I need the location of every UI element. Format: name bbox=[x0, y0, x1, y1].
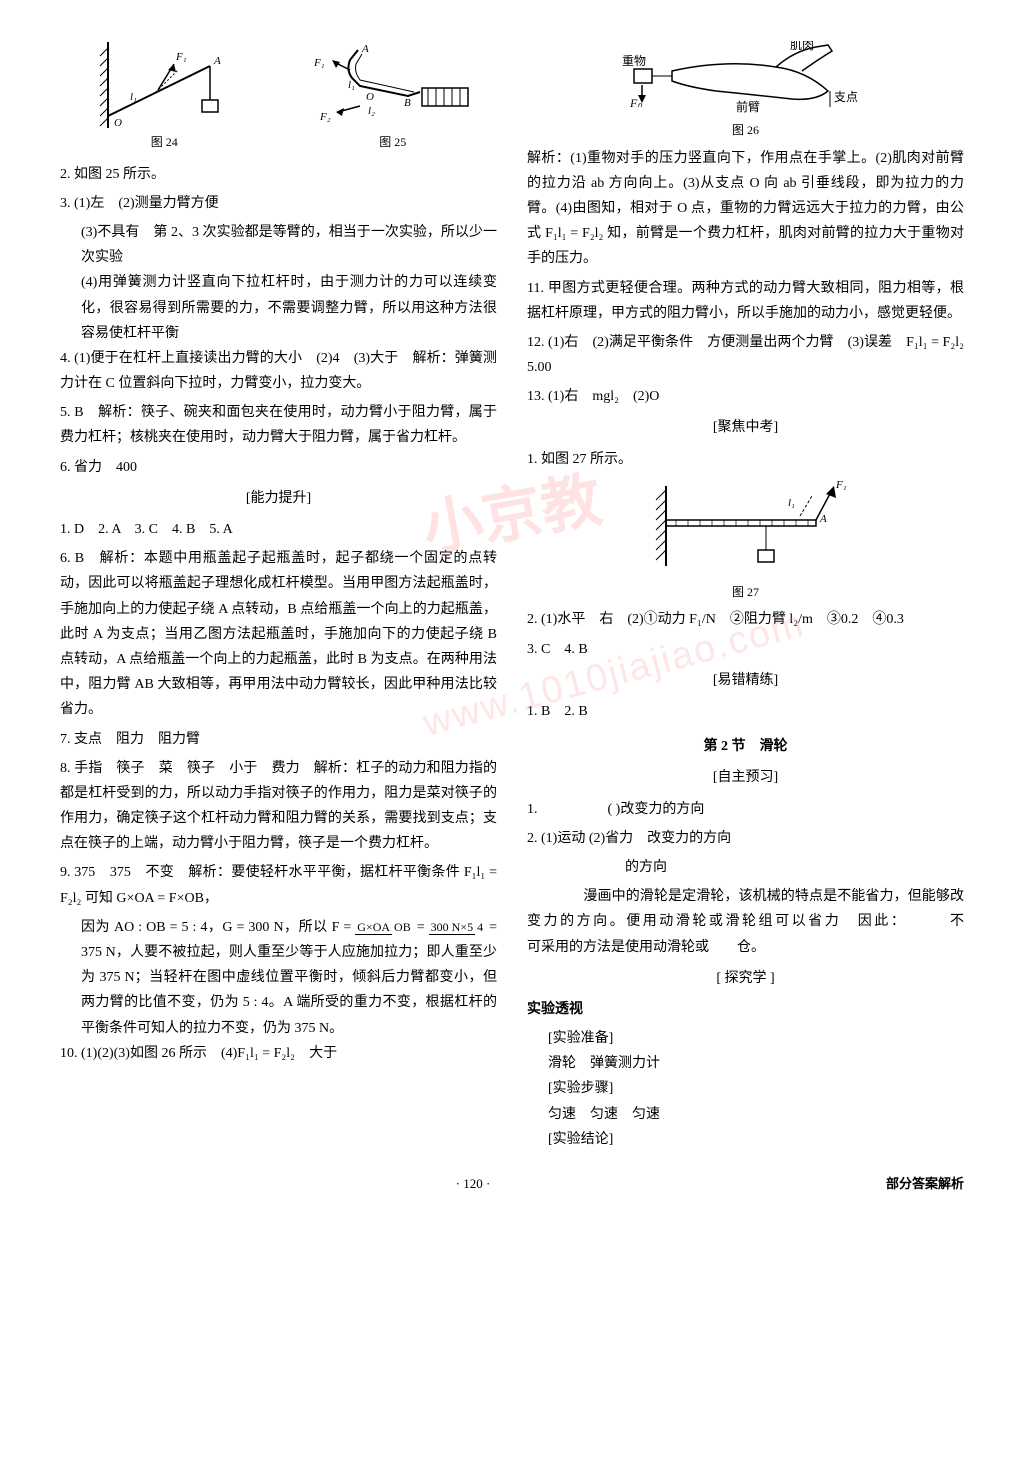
section-ability: [能力提升] bbox=[60, 486, 497, 511]
item-d3: 的方向 bbox=[527, 855, 964, 880]
item-6: 6. 省力 400 bbox=[60, 455, 497, 480]
exp1: [实验准备] bbox=[527, 1026, 964, 1051]
fig24-diagram: F₁ l₁ O A bbox=[60, 40, 269, 130]
svg-text:A: A bbox=[213, 55, 221, 67]
figure-26: 重物 肌肉 前臂 支点 Fₙ bbox=[527, 40, 964, 120]
svg-text:A: A bbox=[819, 513, 827, 525]
item-a1: 1. D 2. A 3. C 4. B 5. A bbox=[60, 517, 497, 542]
item-3b: (3)不具有 第 2、3 次实验都是等臂的，相当于一次实验，所以少一次实验 bbox=[60, 220, 497, 270]
page-columns: F₁ l₁ O A 图 24 F₁ l₁ O F₂ l₂ B A 图 2 bbox=[60, 40, 964, 1152]
fig25-caption: 图 25 bbox=[289, 132, 498, 154]
item-r11: 11. 甲图方式更轻便合理。两种方式的动力臂大致相同，阻力相等，根据杠杆原理，甲… bbox=[527, 276, 964, 326]
svg-text:A: A bbox=[361, 43, 369, 55]
item-b1: 1. 如图 27 所示。 bbox=[527, 447, 964, 472]
svg-text:l₁: l₁ bbox=[788, 497, 795, 509]
item-a8: 8. 手指 筷子 菜 筷子 小于 费力 解析：杠子的动力和阻力指的都是杠杆受到的… bbox=[60, 756, 497, 857]
svg-text:l₂: l₂ bbox=[368, 105, 375, 117]
frac1: G×OAOB bbox=[355, 921, 412, 934]
item-b3: 3. C 4. B bbox=[527, 637, 964, 662]
item-2: 2. 如图 25 所示。 bbox=[60, 162, 497, 187]
frac1-den: OB bbox=[392, 920, 413, 934]
fig26-caption: 图 26 bbox=[527, 120, 964, 142]
fig25-diagram: F₁ l₁ O F₂ l₂ B A bbox=[289, 40, 498, 130]
a9c-text: = bbox=[417, 920, 429, 935]
svg-text:F₂: F₂ bbox=[319, 111, 331, 123]
item-r12: 12. (1)右 (2)满足平衡条件 方便测量出两个力臂 (3)误差 F₁l₁ … bbox=[527, 330, 964, 380]
section-exam: [聚焦中考] bbox=[527, 415, 964, 440]
right-analysis: 解析：(1)重物对手的压力竖直向下，作用点在手掌上。(2)肌肉对前臂的拉力沿 a… bbox=[527, 146, 964, 272]
footer-label: 部分答案解析 bbox=[886, 1172, 964, 1195]
fig24-caption: 图 24 bbox=[60, 132, 269, 154]
frac2: 300 N×54 bbox=[429, 921, 485, 934]
item-b2: 2. (1)水平 右 (2)①动力 F₁/N ②阻力臂 l₂/m ③0.2 ④0… bbox=[527, 607, 964, 632]
frac2-num: 300 N×5 bbox=[429, 920, 475, 935]
item-d2: 2. (1)运动 (2)省力 改变力的方向 bbox=[527, 826, 964, 851]
figure-27: F₁ l₁ A bbox=[527, 476, 964, 576]
item-4: 4. (1)便于在杠杆上直接读出力臂的大小 (2)4 (3)大于 解析：弹簧测力… bbox=[60, 346, 497, 396]
svg-text:F₁: F₁ bbox=[175, 51, 187, 63]
section-explore: [ 探究学 ] bbox=[527, 966, 964, 991]
section-2-title: 第 2 节 滑轮 bbox=[527, 734, 964, 759]
page-number: · 120 · bbox=[456, 1176, 491, 1191]
item-a9b: 因为 AO : OB = 5 : 4，G = 300 N，所以 F = G×OA… bbox=[60, 915, 497, 1041]
frac2-den: 4 bbox=[475, 920, 485, 934]
left-column: F₁ l₁ O A 图 24 F₁ l₁ O F₂ l₂ B A 图 2 bbox=[60, 40, 497, 1152]
section-error: [易错精练] bbox=[527, 668, 964, 693]
page-footer: · 120 · 部分答案解析 bbox=[60, 1172, 964, 1195]
svg-text:F₁: F₁ bbox=[835, 479, 847, 491]
exp5: [实验结论] bbox=[527, 1127, 964, 1152]
right-column: 重物 肌肉 前臂 支点 Fₙ 图 26 解析：(1)重物对手的压力竖直向下，作用… bbox=[527, 40, 964, 1152]
svg-text:l₁: l₁ bbox=[130, 91, 137, 103]
item-d4: 漫画中的滑轮是定滑轮，该机械的特点是不能省力，但能够改变力的方向。便用动滑轮或滑… bbox=[527, 884, 964, 960]
item-3c: (4)用弹簧测力计竖直向下拉杠杆时，由于测力计的力可以连续变化，很容易得到所需要… bbox=[60, 270, 497, 346]
frac1-num: G×OA bbox=[355, 920, 392, 935]
figure-24: F₁ l₁ O A 图 24 bbox=[60, 40, 269, 154]
exp4: 匀速 匀速 匀速 bbox=[527, 1102, 964, 1127]
a9b-text: 因为 AO : OB = 5 : 4，G = 300 N，所以 F = bbox=[81, 920, 355, 935]
item-a7: 7. 支点 阻力 阻力臂 bbox=[60, 727, 497, 752]
svg-text:B: B bbox=[404, 97, 411, 109]
item-r13: 13. (1)右 mgl₂ (2)O bbox=[527, 384, 964, 409]
a9d-text: = 375 N，人要不被拉起，则人重至少等于人应施加拉力；即人重至少为 375 … bbox=[81, 920, 497, 1036]
exp2: 滑轮 弹簧测力计 bbox=[527, 1051, 964, 1076]
exp-title: 实验透视 bbox=[527, 997, 964, 1022]
svg-text:O: O bbox=[114, 117, 122, 128]
figure-row: F₁ l₁ O A 图 24 F₁ l₁ O F₂ l₂ B A 图 2 bbox=[60, 40, 497, 154]
item-d1: 1. ( )改变力的方向 bbox=[527, 797, 964, 822]
exp3: [实验步骤] bbox=[527, 1076, 964, 1101]
item-a10: 10. (1)(2)(3)如图 26 所示 (4)F₁l₁ = F₂l₂ 大于 bbox=[60, 1041, 497, 1066]
svg-text:F₁: F₁ bbox=[313, 57, 325, 69]
item-c1: 1. B 2. B bbox=[527, 699, 964, 724]
item-3: 3. (1)左 (2)测量力臂方便 bbox=[60, 191, 497, 216]
svg-text:l₁: l₁ bbox=[348, 79, 355, 91]
svg-text:前臂: 前臂 bbox=[736, 99, 760, 114]
item-a9a: 9. 375 375 不变 解析：要使轻杆水平平衡，据杠杆平衡条件 F₁l₁ =… bbox=[60, 860, 497, 910]
item-a6: 6. B 解析：本题中用瓶盖起子起瓶盖时，起子都绕一个固定的点转动，因此可以将瓶… bbox=[60, 546, 497, 722]
svg-text:肌肉: 肌肉 bbox=[790, 41, 814, 52]
fig27-caption: 图 27 bbox=[527, 582, 964, 604]
item-5: 5. B 解析：筷子、碗夹和面包夹在使用时，动力臂小于阻力臂，属于费力杠杆；核桃… bbox=[60, 400, 497, 450]
figure-25: F₁ l₁ O F₂ l₂ B A 图 25 bbox=[289, 40, 498, 154]
svg-text:支点: 支点 bbox=[834, 90, 858, 104]
svg-text:O: O bbox=[366, 91, 374, 103]
svg-text:重物: 重物 bbox=[622, 54, 646, 68]
section-preview: [自主预习] bbox=[527, 765, 964, 790]
